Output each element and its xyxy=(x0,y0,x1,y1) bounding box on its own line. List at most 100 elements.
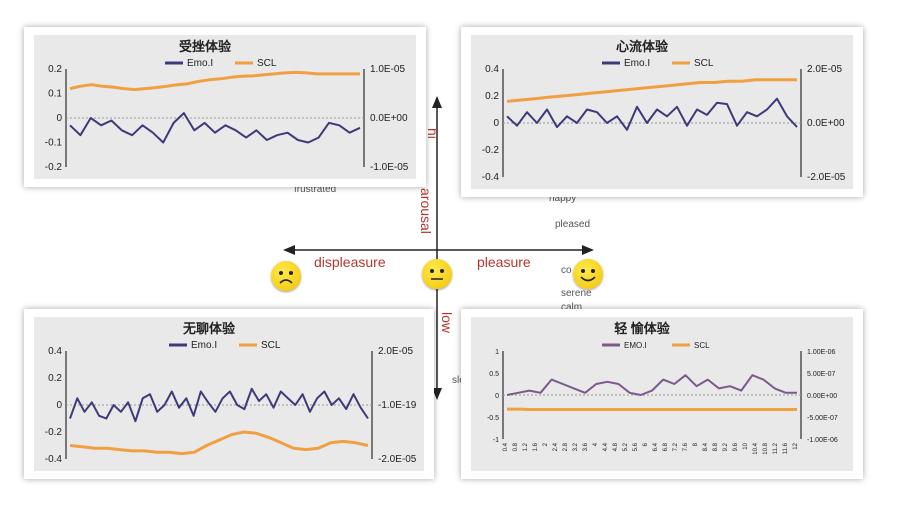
left-tick-label: -0.2 xyxy=(482,145,500,156)
left-tick-label: -0.4 xyxy=(482,172,500,183)
legend-label: SCL xyxy=(257,58,277,69)
right-tick-label: 0.0E+00 xyxy=(807,118,845,129)
right-tick-label: -5.00E-07 xyxy=(807,415,838,422)
x-tick-label: 8 xyxy=(693,442,699,446)
right-tick-label: -2.0E-05 xyxy=(378,454,417,465)
right-tick-label: 1.0E-05 xyxy=(370,64,405,75)
x-tick-label: 10.8 xyxy=(763,442,769,454)
left-tick-label: -0.5 xyxy=(487,415,499,422)
right-tick-label: 5.00E-07 xyxy=(807,371,836,378)
x-tick-label: 0.4 xyxy=(503,442,509,451)
x-tick-label: 8.4 xyxy=(703,442,709,451)
x-tick-label: 3.6 xyxy=(583,442,589,451)
x-tick-label: 4.4 xyxy=(603,442,609,451)
legend-label: SCL xyxy=(694,58,714,69)
chart-title: 受挫体验 xyxy=(179,39,232,54)
legend-label: Emo.I xyxy=(191,340,217,351)
x-tick-label: 6.8 xyxy=(663,442,669,451)
x-tick-label: 10 xyxy=(743,442,749,449)
right-tick-label: 0.0E+00 xyxy=(370,113,408,124)
x-tick-label: 5.6 xyxy=(633,442,639,451)
x-tick-label: 9.6 xyxy=(733,442,739,451)
left-tick-label: -0.4 xyxy=(45,454,63,465)
word-serene: serene xyxy=(561,288,592,299)
right-tick-label: -2.0E-05 xyxy=(807,172,846,183)
chart-frustration: 受挫体验 Emo.I SCL 0.2 0.1 0 -0.1 -0.2 1.0E-05 0.0E+0… xyxy=(45,39,409,173)
left-tick-label: 0.4 xyxy=(48,346,62,357)
series-line-scl xyxy=(69,430,369,456)
left-tick-label: 0.4 xyxy=(485,64,499,75)
left-tick-label: -1 xyxy=(493,437,499,444)
x-tick-label: 7.2 xyxy=(673,442,679,451)
chart-title: 心流体验 xyxy=(616,39,669,54)
right-tick-label: 1.00E-06 xyxy=(807,349,836,356)
arrow-left xyxy=(283,245,295,255)
right-tick-label: -1.0E-05 xyxy=(370,162,409,173)
left-tick-label: 0 xyxy=(493,118,499,129)
arrow-up xyxy=(432,96,442,108)
arrow-down xyxy=(432,388,442,400)
legend-label: SCL xyxy=(694,341,710,350)
chart-card-flow: 心流体验 Emo.I SCL 0.4 0.2 0 -0.2 -0.4 2.0E-05 0.0E+0… xyxy=(461,27,863,197)
word-pleased: pleased xyxy=(555,219,591,230)
x-tick-label: 9.2 xyxy=(723,442,729,451)
series-line-emoi xyxy=(69,112,361,144)
left-tick-label: 0.2 xyxy=(48,373,62,384)
x-tick-label: 6.4 xyxy=(653,442,659,451)
left-tick-label: 0 xyxy=(56,400,62,411)
hi-label: hi xyxy=(425,128,441,139)
x-tick-label: 11.2 xyxy=(773,442,779,454)
chart-title: 无聊体验 xyxy=(182,321,236,336)
left-tick-label: -0.2 xyxy=(45,162,63,173)
right-tick-label: 0.00E+00 xyxy=(807,393,837,400)
arousal-label: arousal xyxy=(418,188,434,234)
series-line-emoi xyxy=(69,387,369,423)
legend-label: Emo.I xyxy=(187,58,213,69)
pleasure-label: pleasure xyxy=(477,254,531,270)
word-content: co xyxy=(561,265,572,276)
sad-face-icon xyxy=(271,261,301,291)
right-tick-label: 2.0E-05 xyxy=(807,64,842,75)
left-tick-label: 0 xyxy=(56,113,62,124)
legend-label: SCL xyxy=(261,340,281,351)
right-tick-label: -1.0E-19 xyxy=(378,400,417,411)
series-line-emoi xyxy=(506,97,798,131)
chart-card-frustration: 受挫体验 Emo.I SCL 0.2 0.1 0 -0.1 -0.2 1.0E-05 0.0E+0… xyxy=(24,27,426,187)
x-tick-label: 6 xyxy=(643,442,649,446)
x-tick-label: 12 xyxy=(793,442,799,449)
left-tick-label: 1 xyxy=(495,349,499,356)
right-tick-label: -1.00E-06 xyxy=(807,437,838,444)
series-line-scl xyxy=(506,78,797,103)
x-tick-label: 1.2 xyxy=(523,442,529,451)
x-tick-label: 1.6 xyxy=(533,442,539,451)
right-tick-label: 2.0E-05 xyxy=(378,346,413,357)
x-tick-label: 8.8 xyxy=(713,442,719,451)
legend-label: EMO.I xyxy=(624,341,647,350)
left-tick-label: 0.1 xyxy=(48,89,62,100)
word-frustrated: frustrated xyxy=(294,184,337,195)
happy-face-icon xyxy=(573,259,603,289)
low-label: low xyxy=(439,312,455,334)
x-tick-label: 0.8 xyxy=(513,442,519,451)
chart-title: 轻 愉体验 xyxy=(614,321,671,336)
x-tick-label: 5.2 xyxy=(623,442,629,451)
arrow-right xyxy=(582,245,594,255)
left-tick-label: 0.2 xyxy=(48,64,62,75)
legend-label: Emo.I xyxy=(624,58,650,69)
x-tick-label: 10.4 xyxy=(753,442,759,454)
chart-flow: 心流体验 Emo.I SCL 0.4 0.2 0 -0.2 -0.4 2.0E-05 0.0E+0… xyxy=(482,39,846,183)
left-tick-label: -0.1 xyxy=(45,138,63,149)
series-line-scl xyxy=(69,70,360,92)
chart-card-boredom: 无聊体验 Emo.I SCL 0.4 0.2 0 -0.2 -0.4 2.0E-05 -1.0E-… xyxy=(24,309,434,479)
displeasure-label: displeasure xyxy=(314,254,386,270)
x-tick-label: 3.2 xyxy=(573,442,579,451)
x-tick-label: 4 xyxy=(593,442,599,446)
word-calm: calm xyxy=(561,302,583,313)
x-tick-label: 11.6 xyxy=(783,442,789,454)
chart-card-relaxed: 轻 愉体验 EMO.I SCL 1 0.5 0 -0.5 -1 1.00E-06 5.00E-07… xyxy=(461,309,863,479)
chart-boredom: 无聊体验 Emo.I SCL 0.4 0.2 0 -0.2 -0.4 2.0E-05 -1.0E-… xyxy=(45,321,417,465)
left-tick-label: 0.2 xyxy=(485,91,499,102)
x-tick-label: 7.6 xyxy=(683,442,689,451)
x-tick-label: 2 xyxy=(543,442,549,446)
